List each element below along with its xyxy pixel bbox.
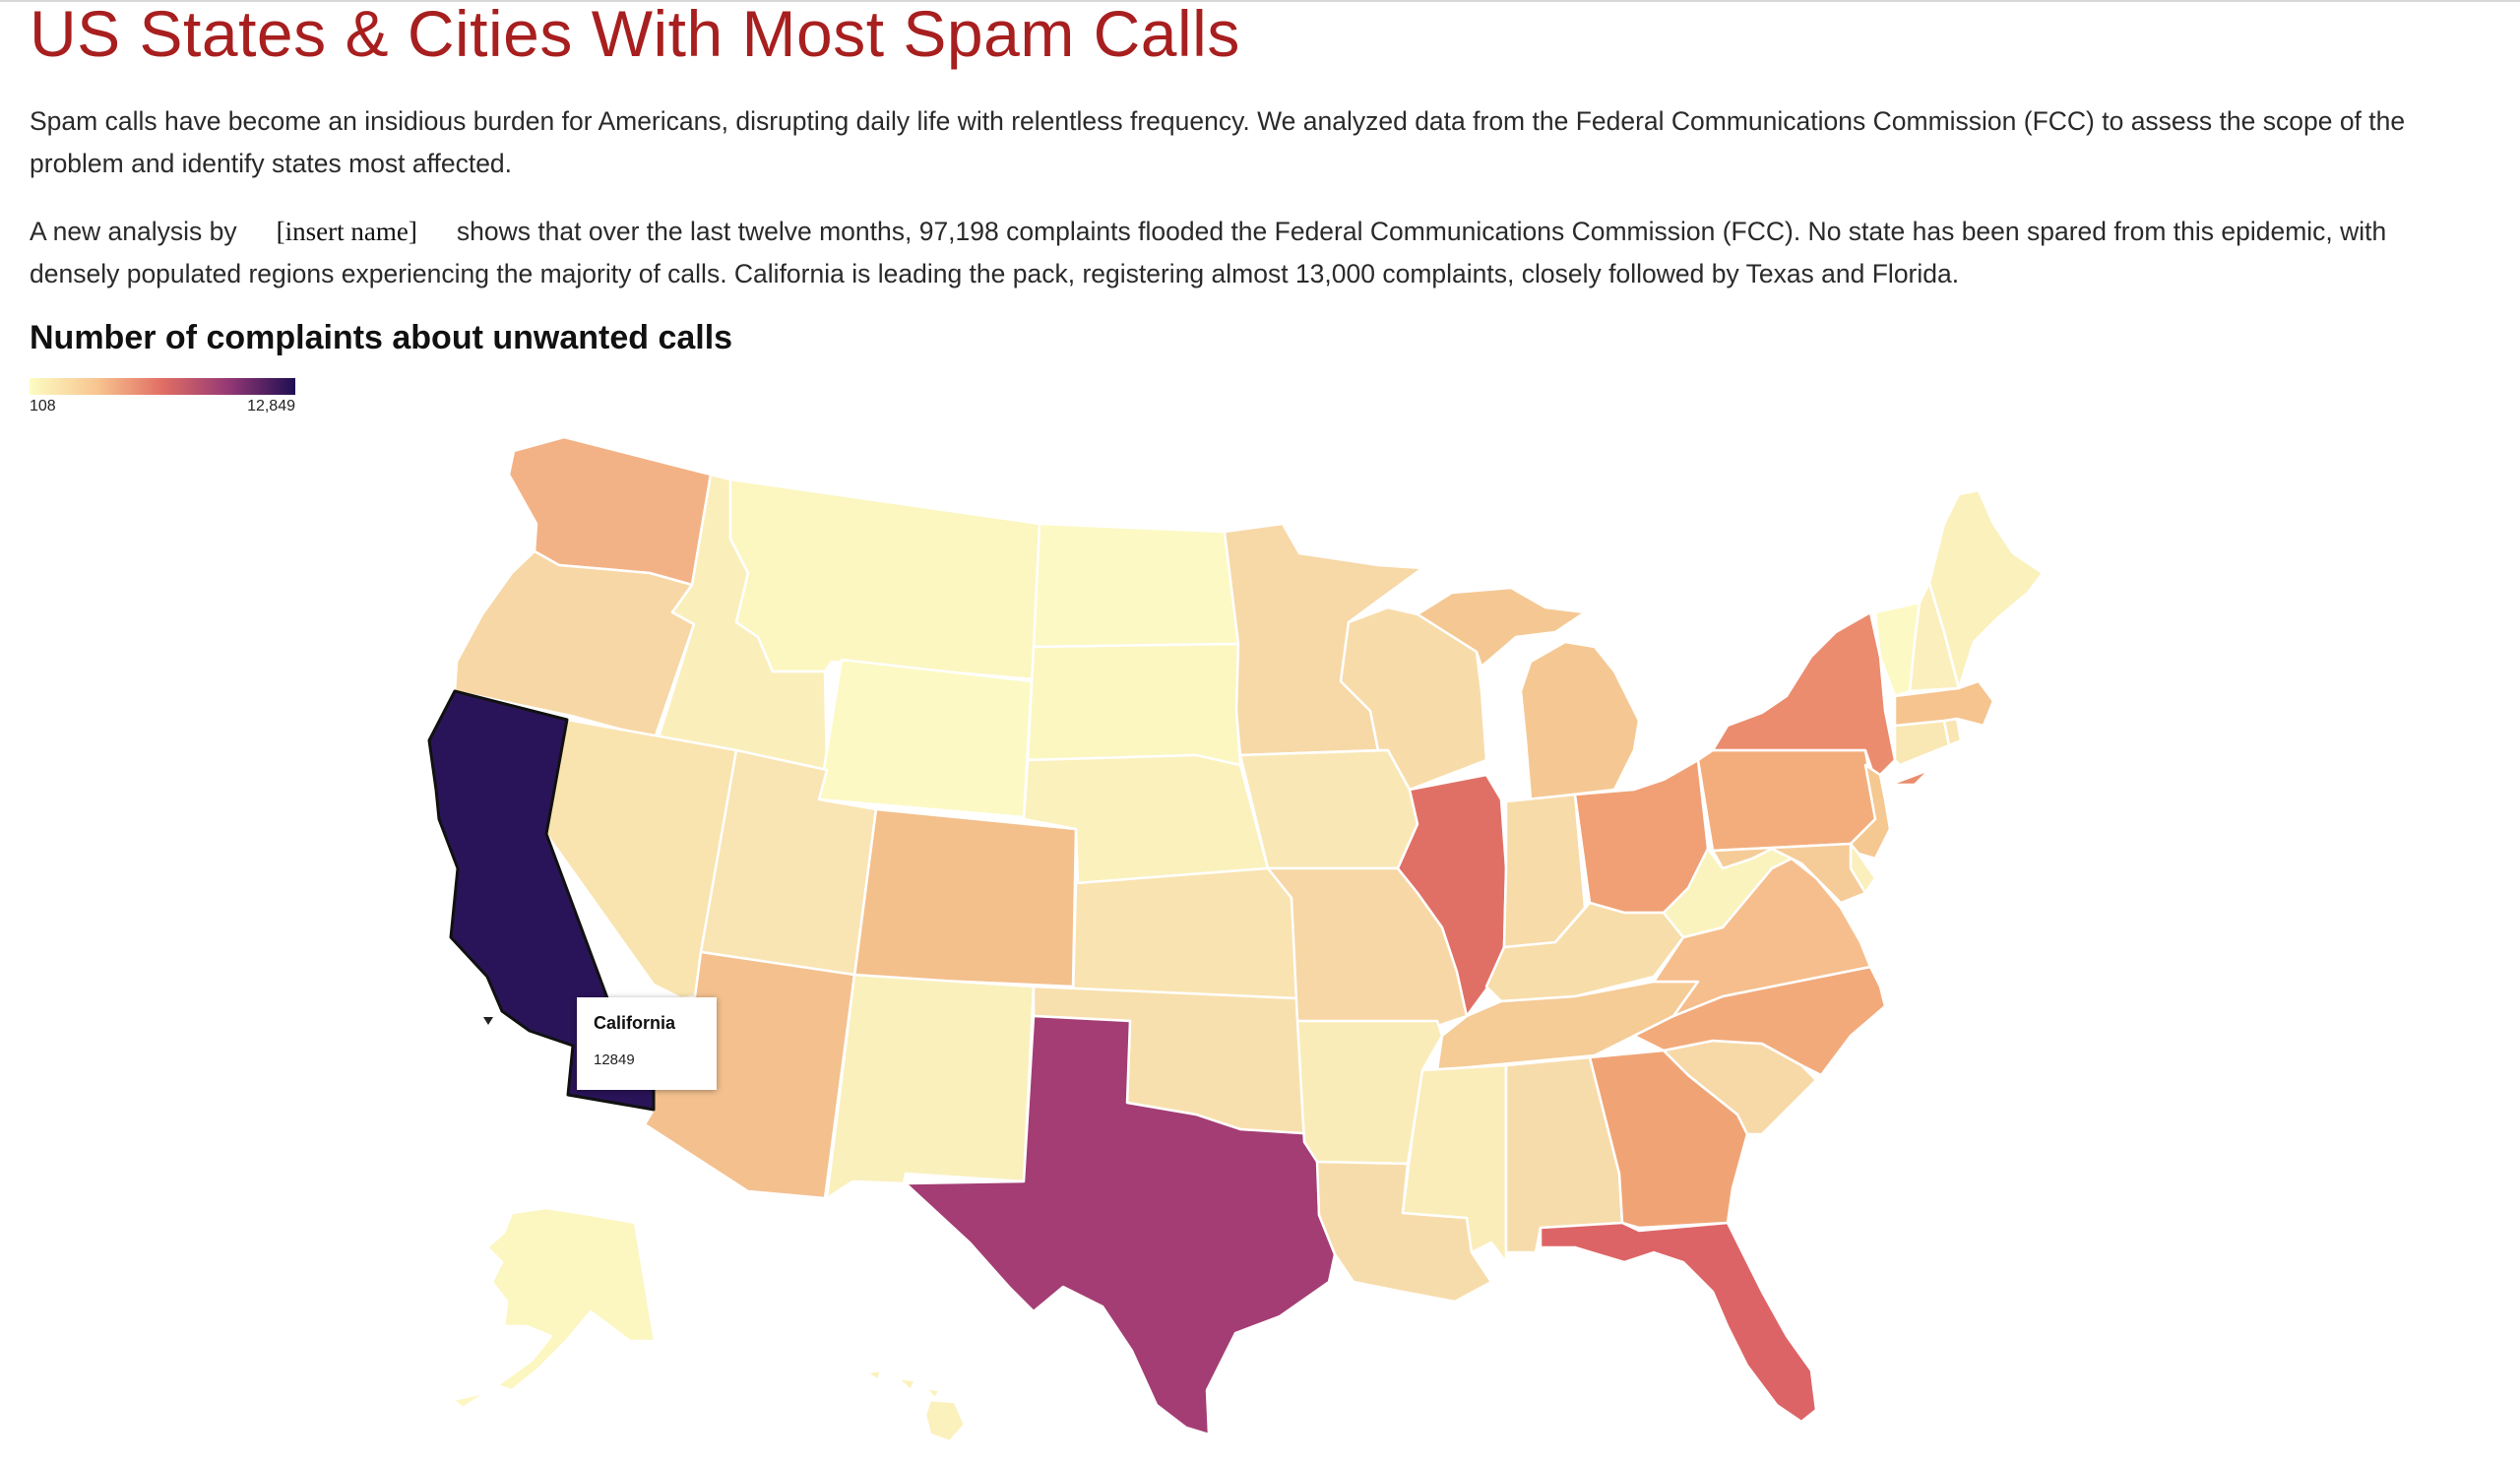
intro-paragraph: Spam calls have become an insidious burd…	[30, 106, 2406, 178]
state-texas[interactable]	[904, 1014, 1337, 1436]
state-new-york[interactable]	[1711, 610, 1931, 787]
tooltip-state-name: California	[594, 1013, 676, 1033]
state-maine[interactable]	[1927, 488, 2045, 690]
legend-labels: 108 12,849	[30, 395, 295, 414]
tooltip-caret-icon	[483, 1017, 493, 1025]
state-montana[interactable]	[728, 478, 1041, 681]
state-florida[interactable]	[1539, 1221, 1818, 1424]
analysis-prefix: A new analysis by	[30, 217, 237, 246]
legend-max-label: 12,849	[247, 398, 295, 414]
state-alaska[interactable]	[451, 1206, 657, 1410]
legend-min-label: 108	[30, 398, 56, 414]
state-maryland[interactable]	[1711, 842, 1867, 905]
analysis-paragraph: A new analysis by [insert name] shows that…	[30, 211, 2461, 295]
page-title: US States & Cities With Most Spam Calls	[30, 0, 1240, 70]
legend-gradient-bar	[30, 378, 295, 395]
state-colorado[interactable]	[852, 807, 1078, 988]
tooltip-state-value: 12849	[594, 1052, 635, 1068]
state-kansas[interactable]	[1071, 866, 1299, 1000]
state-iowa[interactable]	[1238, 748, 1419, 870]
state-hawaii[interactable]	[864, 1369, 967, 1443]
state-michigan[interactable]	[1416, 586, 1641, 801]
state-pennsylvania[interactable]	[1696, 748, 1877, 853]
state-massachusetts[interactable]	[1893, 679, 1995, 728]
state-north-dakota[interactable]	[1032, 522, 1240, 649]
state-south-dakota[interactable]	[1026, 642, 1242, 767]
state-connecticut[interactable]	[1893, 719, 1951, 767]
color-legend: 108 12,849	[30, 378, 295, 414]
analysis-body: shows that over the last twelve months, …	[30, 217, 2387, 288]
insert-name-placeholder: [insert name]	[276, 217, 417, 246]
state-wyoming[interactable]	[817, 658, 1034, 819]
state-new-jersey[interactable]	[1849, 763, 1892, 860]
map-title: Number of complaints about unwanted call…	[30, 319, 733, 356]
state-new-mexico[interactable]	[825, 973, 1036, 1200]
state-tooltip: California 12849	[577, 997, 717, 1090]
